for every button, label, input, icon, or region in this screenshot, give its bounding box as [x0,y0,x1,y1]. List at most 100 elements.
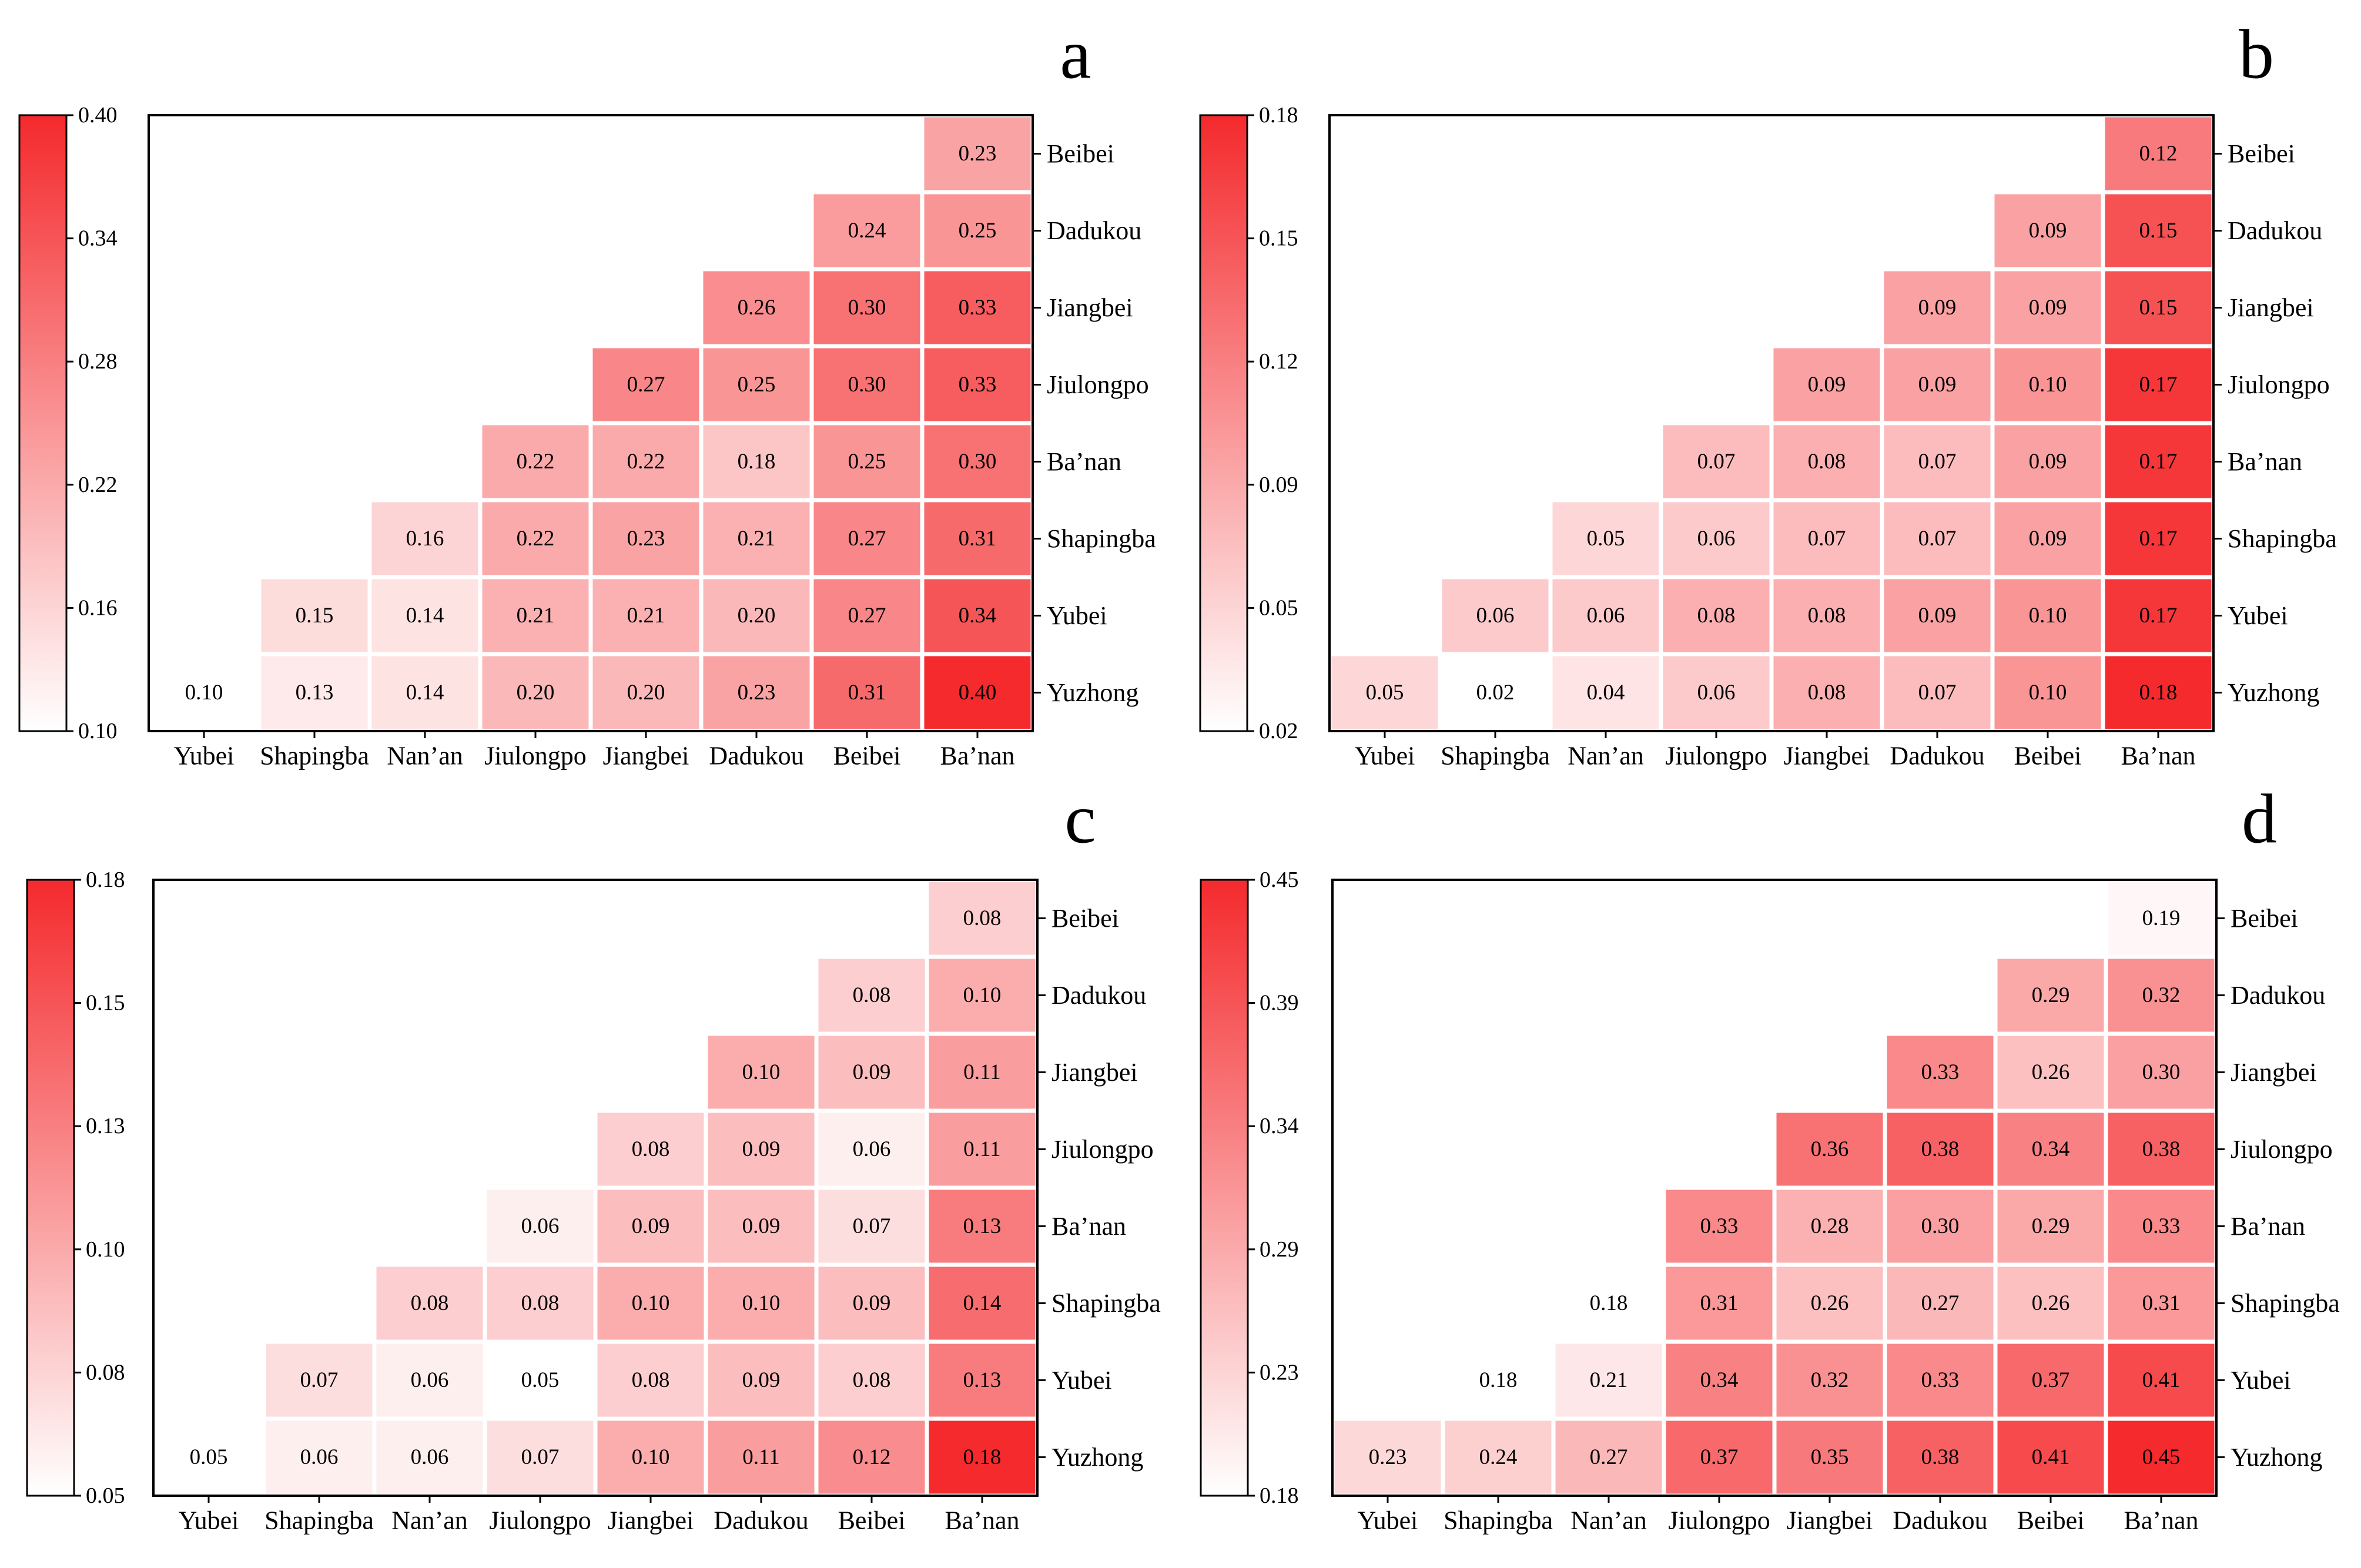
cell-value-label: 0.09 [1918,296,1957,320]
cell-value-label: 0.08 [853,1368,891,1392]
cell-value-label: 0.22 [517,527,555,551]
row-label: Dadukou [1047,216,1141,245]
cell-value-label: 0.32 [2142,983,2181,1007]
cell-value-label: 0.23 [738,681,776,705]
heatmap-cell [1990,344,2105,425]
column-label: Yubei [1358,1506,1418,1535]
cell-value-label: 0.09 [742,1368,781,1392]
colorbar-tick-label: 0.40 [78,103,118,128]
column-label: Nan’an [1568,742,1644,770]
cell-value-label: 0.16 [406,527,444,551]
heatmap-cell [1883,1108,1998,1190]
cell-value-label: 0.34 [1700,1368,1739,1392]
colorbar-tick-label: 0.39 [1260,991,1299,1016]
cell-value-label: 0.12 [853,1445,891,1469]
heatmap-cell [920,652,1035,733]
cell-value-label: 0.07 [1918,681,1957,705]
cell-value-label: 0.09 [853,1060,891,1084]
column-label: Ba’nan [2121,742,2195,770]
column-label: Ba’nan [945,1506,1019,1535]
cell-value-label: 0.13 [963,1368,1002,1392]
row-label: Yuzhong [1047,678,1138,707]
row-label: Yuzhong [2231,1443,2322,1472]
colorbar-tick-label: 0.18 [1259,103,1298,128]
cell-value-label: 0.10 [2029,681,2067,705]
cell-value-label: 0.20 [738,604,776,628]
panel-c: c 0.08 0.08 0.10 0.10 0.09 0.11 0.08 0.09 0.06 0.1… [26,780,1161,1535]
colorbar-tick-label: 0.15 [1259,226,1298,251]
cell-value-label: 0.23 [1369,1445,1407,1469]
cell-value-label: 0.38 [1921,1137,1960,1161]
cell-value-label: 0.10 [2029,604,2067,628]
heatmap-cells: 0.08 0.08 0.10 0.10 0.09 0.11 0.08 0.09 0.06 0.11… [151,877,1040,1498]
heatmap-cell [704,1339,819,1421]
heatmap-cell [262,1416,377,1498]
colorbar-tick-label: 0.09 [1259,473,1298,497]
heatmap-cell [1772,1185,1887,1267]
cell-value-label: 0.07 [300,1368,339,1392]
colorbar [26,879,75,1497]
row-label: Ba’nan [1051,1212,1126,1241]
cell-value-label: 0.10 [632,1291,670,1315]
colorbar-tick-label: 0.45 [1260,867,1299,892]
colorbar-tick-label: 0.10 [78,719,118,743]
colorbar-tick-label: 0.28 [78,349,118,374]
cell-value-label: 0.37 [2032,1368,2070,1392]
row-label: Dadukou [1051,981,1146,1010]
cell-value-label: 0.41 [2032,1445,2070,1469]
row-label: Beibei [2228,139,2295,168]
row-label: Yuzhong [1051,1443,1143,1472]
cell-value-label: 0.15 [2139,296,2178,320]
cell-value-label: 0.22 [517,450,555,474]
heatmap-cell [588,652,704,733]
heatmap-cell [2101,190,2216,272]
cell-value-label: 0.23 [959,142,997,166]
cell-value-label: 0.08 [632,1368,670,1392]
cell-value-label: 0.33 [2142,1214,2181,1238]
row-label: Yubei [2231,1366,2291,1395]
cell-value-label: 0.08 [1808,681,1846,705]
cell-value-label: 0.32 [1811,1368,1849,1392]
heatmap-cell [704,1031,819,1113]
column-label: Shapingba [1441,742,1550,770]
cell-value-label: 0.41 [2142,1368,2181,1392]
cell-value-label: 0.10 [963,983,1002,1007]
column-label: Jiulongpo [484,742,587,770]
cell-value-label: 0.17 [2139,373,2178,397]
heatmap-cell [1993,1108,2108,1190]
heatmap-cell [704,1262,819,1344]
cell-value-label: 0.30 [848,296,886,320]
heatmap-cell [1769,652,1884,733]
cell-value-label: 0.17 [2139,450,2178,474]
cell-value-label: 0.09 [2029,219,2067,243]
cell-value-label: 0.27 [1921,1291,1960,1315]
column-label: Jiulongpo [489,1506,591,1535]
cell-value-label: 0.09 [742,1137,781,1161]
column-label: Jiulongpo [1668,1506,1770,1535]
row-label: Jiulongpo [1051,1135,1154,1164]
row-label: Dadukou [2231,981,2325,1010]
heatmap-cell [1883,1262,1998,1344]
cell-value-label: 0.27 [848,604,886,628]
heatmap-cell [593,1339,708,1421]
cell-value-label: 0.19 [2142,906,2181,930]
cell-value-label: 0.18 [1479,1368,1518,1392]
cell-value-label: 0.31 [2142,1291,2181,1315]
cell-value-label: 0.37 [1700,1445,1739,1469]
cell-value-label: 0.26 [738,296,776,320]
cell-value-label: 0.29 [2032,1214,2070,1238]
heatmap-cell [699,575,814,656]
cell-value-label: 0.06 [1697,681,1736,705]
heatmap-cell [1880,575,1995,656]
row-label: Shapingba [1051,1289,1161,1318]
cell-value-label: 0.29 [2032,983,2070,1007]
heatmap-cell [809,652,925,733]
cell-value-label: 0.07 [521,1445,560,1469]
cell-value-label: 0.25 [848,450,886,474]
cell-value-label: 0.06 [1697,527,1736,551]
cell-value-label: 0.08 [963,906,1002,930]
cell-value-label: 0.14 [406,681,444,705]
heatmap-cell [483,1339,598,1421]
heatmap-cell [925,1185,1040,1267]
